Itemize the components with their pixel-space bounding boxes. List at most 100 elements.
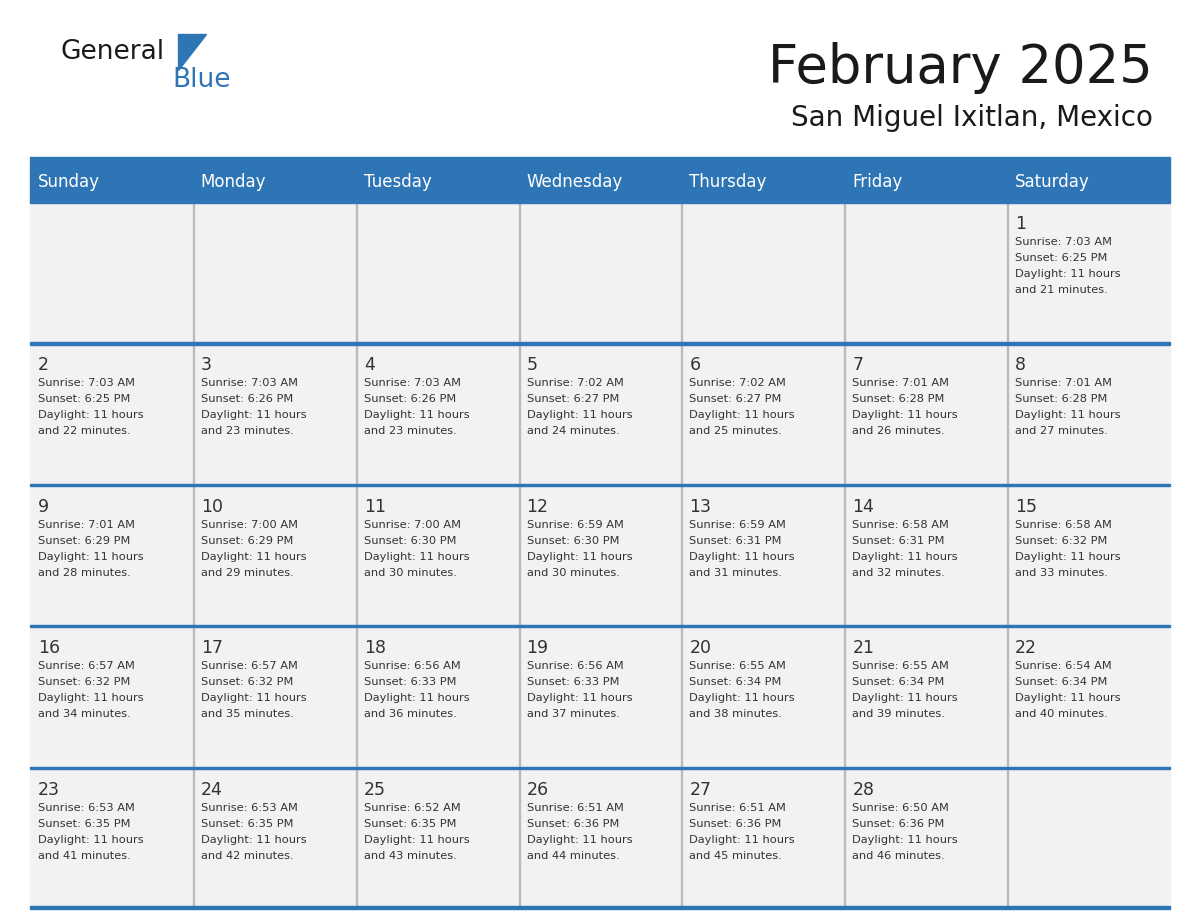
Text: and 41 minutes.: and 41 minutes. [38,851,131,860]
Text: Daylight: 11 hours: Daylight: 11 hours [1015,410,1120,420]
Text: Daylight: 11 hours: Daylight: 11 hours [689,410,795,420]
Text: Daylight: 11 hours: Daylight: 11 hours [852,552,958,562]
Bar [30,484,1170,625]
Text: Sunset: 6:30 PM: Sunset: 6:30 PM [364,536,456,546]
Bar [30,484,1170,486]
Text: 28: 28 [852,780,874,799]
Text: Sunrise: 6:53 AM: Sunrise: 6:53 AM [201,802,298,812]
Text: and 23 minutes.: and 23 minutes. [201,426,293,436]
Text: Sunset: 6:36 PM: Sunset: 6:36 PM [526,819,619,829]
Text: 23: 23 [38,780,61,799]
Text: Sunset: 6:31 PM: Sunset: 6:31 PM [689,536,782,546]
Text: Sunset: 6:36 PM: Sunset: 6:36 PM [689,819,782,829]
Text: Daylight: 11 hours: Daylight: 11 hours [1015,552,1120,562]
Text: 18: 18 [364,639,386,657]
Text: Sunset: 6:36 PM: Sunset: 6:36 PM [852,819,944,829]
Text: 8: 8 [1015,356,1026,375]
Text: 4: 4 [364,356,374,375]
Text: Sunset: 6:26 PM: Sunset: 6:26 PM [201,395,293,405]
Text: San Miguel Ixitlan, Mexico: San Miguel Ixitlan, Mexico [791,104,1154,132]
Text: and 45 minutes.: and 45 minutes. [689,851,782,860]
Text: Daylight: 11 hours: Daylight: 11 hours [852,693,958,703]
Bar [30,906,1170,909]
Text: Sunrise: 7:01 AM: Sunrise: 7:01 AM [38,520,135,530]
Text: Sunrise: 7:01 AM: Sunrise: 7:01 AM [852,378,949,388]
Text: and 30 minutes.: and 30 minutes. [364,568,456,577]
Text: and 29 minutes.: and 29 minutes. [201,568,293,577]
Text: Sunrise: 6:52 AM: Sunrise: 6:52 AM [364,802,461,812]
Text: Sunrise: 6:56 AM: Sunrise: 6:56 AM [526,661,624,671]
Text: Daylight: 11 hours: Daylight: 11 hours [38,410,144,420]
Text: Sunset: 6:26 PM: Sunset: 6:26 PM [364,395,456,405]
Bar [30,163,1170,201]
Text: Sunrise: 7:02 AM: Sunrise: 7:02 AM [526,378,624,388]
Bar [30,342,1170,484]
Text: Sunset: 6:30 PM: Sunset: 6:30 PM [526,536,619,546]
Text: Sunrise: 6:51 AM: Sunrise: 6:51 AM [689,802,786,812]
Text: 26: 26 [526,780,549,799]
Text: Sunset: 6:25 PM: Sunset: 6:25 PM [38,395,131,405]
Text: and 38 minutes.: and 38 minutes. [689,710,783,719]
Text: Sunset: 6:34 PM: Sunset: 6:34 PM [689,677,782,688]
Text: Tuesday: Tuesday [364,173,431,191]
Text: and 32 minutes.: and 32 minutes. [852,568,944,577]
Text: and 34 minutes.: and 34 minutes. [38,710,131,719]
Text: and 37 minutes.: and 37 minutes. [526,710,619,719]
Text: 22: 22 [1015,639,1037,657]
Text: 19: 19 [526,639,549,657]
Text: Daylight: 11 hours: Daylight: 11 hours [1015,269,1120,279]
Text: Sunset: 6:32 PM: Sunset: 6:32 PM [1015,536,1107,546]
Text: Daylight: 11 hours: Daylight: 11 hours [526,693,632,703]
Text: Daylight: 11 hours: Daylight: 11 hours [201,410,307,420]
Text: Sunset: 6:35 PM: Sunset: 6:35 PM [38,819,131,829]
Text: Sunset: 6:27 PM: Sunset: 6:27 PM [526,395,619,405]
Text: and 22 minutes.: and 22 minutes. [38,426,131,436]
Text: Sunrise: 6:59 AM: Sunrise: 6:59 AM [526,520,624,530]
Text: 1: 1 [1015,215,1026,233]
Text: Sunrise: 6:58 AM: Sunrise: 6:58 AM [1015,520,1112,530]
Text: Sunrise: 6:50 AM: Sunrise: 6:50 AM [852,802,949,812]
Text: 12: 12 [526,498,549,516]
Text: Daylight: 11 hours: Daylight: 11 hours [526,834,632,845]
Text: Monday: Monday [201,173,266,191]
Text: Sunrise: 7:00 AM: Sunrise: 7:00 AM [201,520,298,530]
Text: Daylight: 11 hours: Daylight: 11 hours [364,834,469,845]
Text: Daylight: 11 hours: Daylight: 11 hours [38,834,144,845]
Text: Sunset: 6:28 PM: Sunset: 6:28 PM [1015,395,1107,405]
Text: Saturday: Saturday [1015,173,1089,191]
Text: Sunset: 6:31 PM: Sunset: 6:31 PM [852,536,944,546]
Text: Sunset: 6:34 PM: Sunset: 6:34 PM [1015,677,1107,688]
Text: Sunrise: 7:03 AM: Sunrise: 7:03 AM [201,378,298,388]
Text: and 21 minutes.: and 21 minutes. [1015,285,1108,295]
Text: and 25 minutes.: and 25 minutes. [689,426,782,436]
Bar [30,767,1170,908]
Text: Daylight: 11 hours: Daylight: 11 hours [526,410,632,420]
Text: Daylight: 11 hours: Daylight: 11 hours [364,410,469,420]
Text: General: General [61,39,164,65]
Text: 20: 20 [689,639,712,657]
Text: 24: 24 [201,780,222,799]
Text: 13: 13 [689,498,712,516]
Text: Daylight: 11 hours: Daylight: 11 hours [201,834,307,845]
Text: Sunrise: 6:58 AM: Sunrise: 6:58 AM [852,520,949,530]
Text: Sunrise: 6:57 AM: Sunrise: 6:57 AM [201,661,298,671]
Text: Wednesday: Wednesday [526,173,623,191]
Text: and 30 minutes.: and 30 minutes. [526,568,619,577]
Text: and 46 minutes.: and 46 minutes. [852,851,944,860]
Text: Sunrise: 7:02 AM: Sunrise: 7:02 AM [689,378,786,388]
Text: Daylight: 11 hours: Daylight: 11 hours [38,693,144,703]
Text: 11: 11 [364,498,386,516]
Text: and 31 minutes.: and 31 minutes. [689,568,783,577]
Text: Sunset: 6:34 PM: Sunset: 6:34 PM [852,677,944,688]
Text: Daylight: 11 hours: Daylight: 11 hours [689,834,795,845]
Text: 2: 2 [38,356,49,375]
Text: Sunrise: 6:51 AM: Sunrise: 6:51 AM [526,802,624,812]
Text: Sunrise: 7:00 AM: Sunrise: 7:00 AM [364,520,461,530]
Text: and 35 minutes.: and 35 minutes. [201,710,293,719]
Text: Sunrise: 6:53 AM: Sunrise: 6:53 AM [38,802,135,812]
Text: 5: 5 [526,356,538,375]
Text: 16: 16 [38,639,61,657]
Text: Sunrise: 6:54 AM: Sunrise: 6:54 AM [1015,661,1112,671]
Text: Sunday: Sunday [38,173,100,191]
Text: 15: 15 [1015,498,1037,516]
